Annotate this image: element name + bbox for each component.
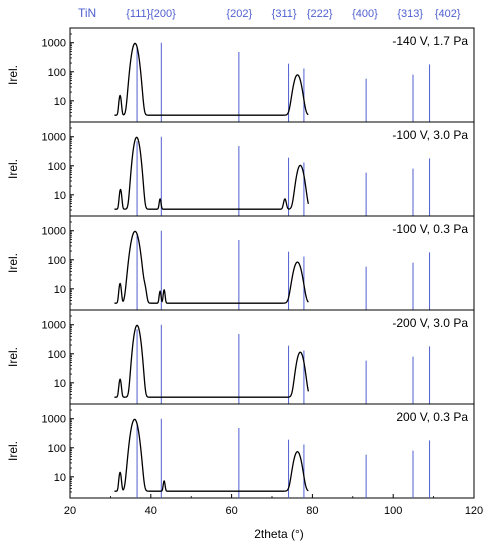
panel: 1000 100 10 Irel. -100 V, 3.0 Pa	[6, 121, 475, 217]
panel-condition-label: -200 V, 3.0 Pa	[392, 316, 468, 330]
y-tick-label: 100	[48, 67, 66, 79]
x-tick-label: 120	[465, 505, 483, 517]
x-tick-label: 100	[384, 505, 402, 517]
y-axis-label: Irel.	[6, 159, 20, 179]
y-tick-label: 10	[54, 284, 66, 296]
y-tick-label: 10	[54, 472, 66, 484]
y-tick-label: 10	[54, 378, 66, 390]
y-tick-label: 1000	[42, 132, 66, 144]
xrd-pattern-line	[114, 230, 309, 304]
y-axis-label: Irel.	[6, 347, 20, 367]
panel-condition-label: -140 V, 1.7 Pa	[392, 34, 468, 48]
x-axis-label: 2theta (°)	[254, 527, 304, 541]
xrd-pattern-line	[114, 136, 309, 210]
reference-peak-label: {222}	[307, 8, 333, 20]
reference-peak-label: {313}	[397, 8, 423, 20]
panel-condition-label: 200 V, 0.3 Pa	[396, 410, 468, 424]
panels: 1000 100 10 Irel. -140 V, 1.7 Pa 1000 100 10 Ire…	[6, 27, 475, 499]
reference-peak-label: {311}	[272, 8, 297, 20]
xrd-pattern-line	[114, 324, 309, 398]
y-tick-label: 1000	[42, 226, 66, 238]
x-tick-label: 40	[145, 505, 157, 517]
reference-peak-label: {202}	[226, 8, 252, 20]
panel: 1000 100 10 Irel. -100 V, 0.3 Pa	[6, 215, 475, 311]
reference-header: TiN {111} {200} {202} {311} {222} {400} {313} {…	[78, 6, 461, 20]
reference-peak-label: {400}	[352, 8, 378, 20]
x-tick-label: 20	[64, 505, 76, 517]
y-tick-label: 100	[48, 161, 66, 173]
x-tick-label: 60	[225, 505, 237, 517]
y-tick-label: 100	[48, 349, 66, 361]
xrd-pattern-line	[114, 418, 309, 492]
y-tick-label: 1000	[42, 320, 66, 332]
y-tick-label: 1000	[42, 38, 66, 50]
panel-condition-label: -100 V, 0.3 Pa	[392, 222, 468, 236]
y-tick-label: 1000	[42, 414, 66, 426]
panel: 1000 100 10 Irel. -200 V, 3.0 Pa	[6, 309, 475, 405]
xrd-pattern-line	[114, 42, 309, 116]
y-axis-label: Irel.	[6, 65, 20, 85]
y-tick-label: 100	[48, 255, 66, 267]
panel: 1000 100 10 Irel. 200 V, 0.3 Pa	[6, 403, 475, 499]
reference-peak-label: {111}	[126, 8, 150, 20]
y-axis-label: Irel.	[6, 441, 20, 461]
reference-peak-label: {200}	[150, 8, 176, 20]
y-tick-label: 10	[54, 190, 66, 202]
y-axis-label: Irel.	[6, 253, 20, 273]
x-axis: 20 40 60 80 100 120	[64, 494, 483, 517]
panel-condition-label: -100 V, 3.0 Pa	[392, 128, 468, 142]
reference-peak-label: {402}	[435, 8, 461, 20]
reference-phase-label: TiN	[78, 6, 96, 20]
panel: 1000 100 10 Irel. -140 V, 1.7 Pa	[6, 27, 475, 123]
x-tick-label: 80	[306, 505, 318, 517]
y-tick-label: 10	[54, 96, 66, 108]
y-tick-label: 100	[48, 443, 66, 455]
